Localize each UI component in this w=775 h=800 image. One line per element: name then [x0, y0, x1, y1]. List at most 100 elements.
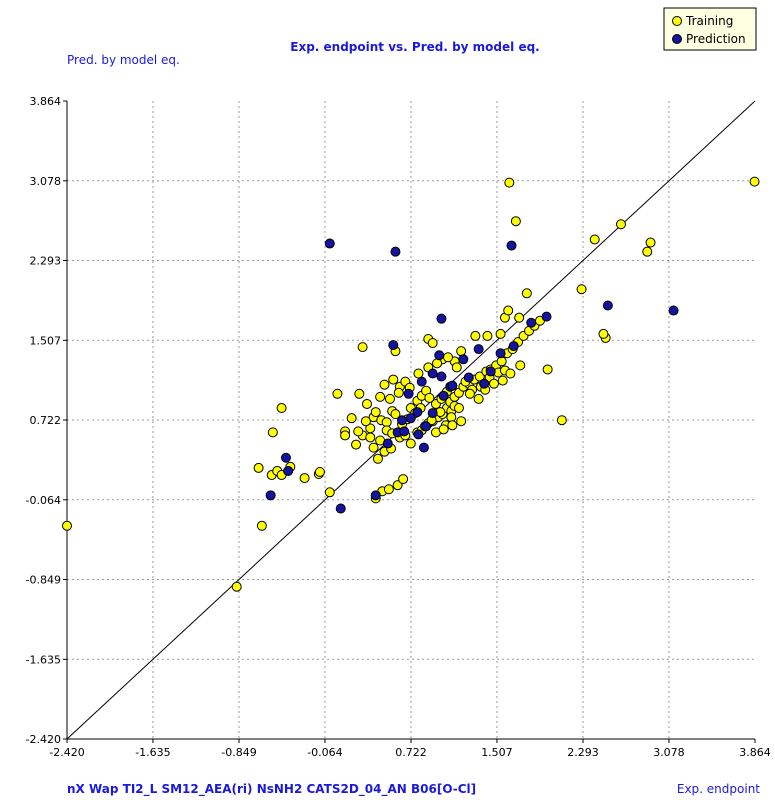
training-point: [432, 358, 443, 369]
prediction-point: [473, 344, 484, 355]
legend-prediction-label: Prediction: [686, 32, 746, 46]
prediction-point: [265, 490, 276, 501]
prediction-point: [434, 350, 445, 361]
axes: [63, 100, 756, 743]
prediction-point: [447, 380, 458, 391]
training-point: [62, 520, 72, 531]
training-point: [405, 438, 416, 449]
training-point: [231, 581, 242, 592]
prediction-point: [526, 317, 537, 328]
prediction-point: [280, 452, 291, 463]
training-point: [351, 439, 362, 450]
training-point: [314, 466, 325, 477]
y-tick-label: 2.293: [30, 255, 62, 268]
training-point: [253, 462, 264, 473]
training-point: [365, 432, 376, 443]
training-point: [299, 473, 310, 484]
prediction-point: [388, 340, 399, 351]
legend-prediction-marker: [672, 34, 682, 44]
training-point: [515, 360, 526, 371]
training-point: [340, 430, 351, 441]
training-point: [496, 356, 507, 367]
training-point: [447, 420, 458, 431]
prediction-point: [438, 390, 449, 401]
prediction-point: [427, 368, 438, 379]
training-point: [390, 409, 401, 420]
x-tick-label: 2.293: [567, 746, 599, 759]
training-point: [427, 338, 438, 349]
training-point: [398, 474, 409, 485]
training-point: [556, 415, 567, 426]
prediction-point: [390, 246, 401, 257]
x-tick-label: 3.078: [653, 746, 685, 759]
x-tick-label: -2.420: [49, 746, 84, 759]
training-point: [510, 216, 521, 227]
prediction-point: [436, 313, 447, 324]
prediction-point: [668, 305, 679, 316]
y-tick-label: -2.420: [26, 733, 61, 746]
training-point: [324, 487, 335, 498]
training-point: [453, 403, 464, 414]
training-point: [576, 284, 587, 295]
training-point: [503, 305, 514, 316]
prediction-point: [508, 341, 519, 352]
training-point: [470, 330, 481, 341]
prediction-point: [418, 442, 429, 453]
training-point: [365, 423, 376, 434]
training-point: [372, 453, 383, 464]
training-point: [370, 407, 381, 418]
training-point: [589, 234, 600, 245]
training-point: [473, 393, 484, 404]
training-point: [645, 237, 656, 248]
prediction-point: [335, 503, 346, 514]
training-point: [368, 442, 379, 453]
descriptor-list: nX Wap TI2_L SM12_AEA(ri) NsNH2 CATS2D_0…: [67, 782, 476, 797]
legend: Training Prediction: [663, 7, 757, 51]
training-point: [438, 424, 449, 435]
training-point: [456, 346, 467, 357]
prediction-point: [495, 348, 506, 359]
training-point: [375, 391, 386, 402]
training-point: [276, 403, 287, 414]
training-point: [354, 388, 365, 399]
prediction-point: [397, 415, 408, 426]
y-tick-label: 1.507: [30, 334, 62, 347]
x-tick-label: 3.864: [739, 746, 771, 759]
prediction-point: [399, 426, 410, 437]
prediction-point: [427, 408, 438, 419]
training-point: [497, 375, 508, 386]
y-tick-label: 3.864: [30, 95, 62, 108]
training-point: [353, 426, 364, 437]
training-point: [482, 330, 493, 341]
data-points: [62, 176, 760, 592]
training-point: [505, 368, 516, 379]
training-point: [488, 378, 499, 389]
prediction-point: [421, 421, 432, 432]
x-axis-label: Exp. endpoint: [677, 782, 760, 796]
training-point: [388, 374, 399, 385]
training-point: [514, 312, 525, 323]
x-tick-label: 1.507: [481, 746, 513, 759]
prediction-point: [283, 465, 294, 476]
training-point: [749, 176, 760, 187]
prediction-point: [382, 438, 393, 449]
y-tick-label: -1.635: [26, 653, 61, 666]
training-point: [379, 379, 390, 390]
tick-labels: -2.420-2.420 -1.635 -1.635 -0.849 -0.849 -0.0…: [26, 95, 771, 759]
training-point: [361, 398, 372, 409]
chart-title: Exp. endpoint vs. Pred. by model eq.: [290, 40, 539, 54]
training-point: [456, 416, 467, 427]
training-point: [392, 480, 403, 491]
prediction-point: [463, 372, 474, 383]
training-point: [446, 412, 457, 423]
training-point: [542, 364, 553, 375]
training-point: [615, 219, 626, 230]
prediction-point: [458, 354, 469, 365]
x-tick-label: 0.722: [395, 746, 427, 759]
grid: [67, 101, 755, 739]
prediction-point: [370, 490, 381, 501]
training-point: [451, 362, 462, 373]
training-point: [346, 413, 357, 424]
training-point: [384, 393, 395, 404]
